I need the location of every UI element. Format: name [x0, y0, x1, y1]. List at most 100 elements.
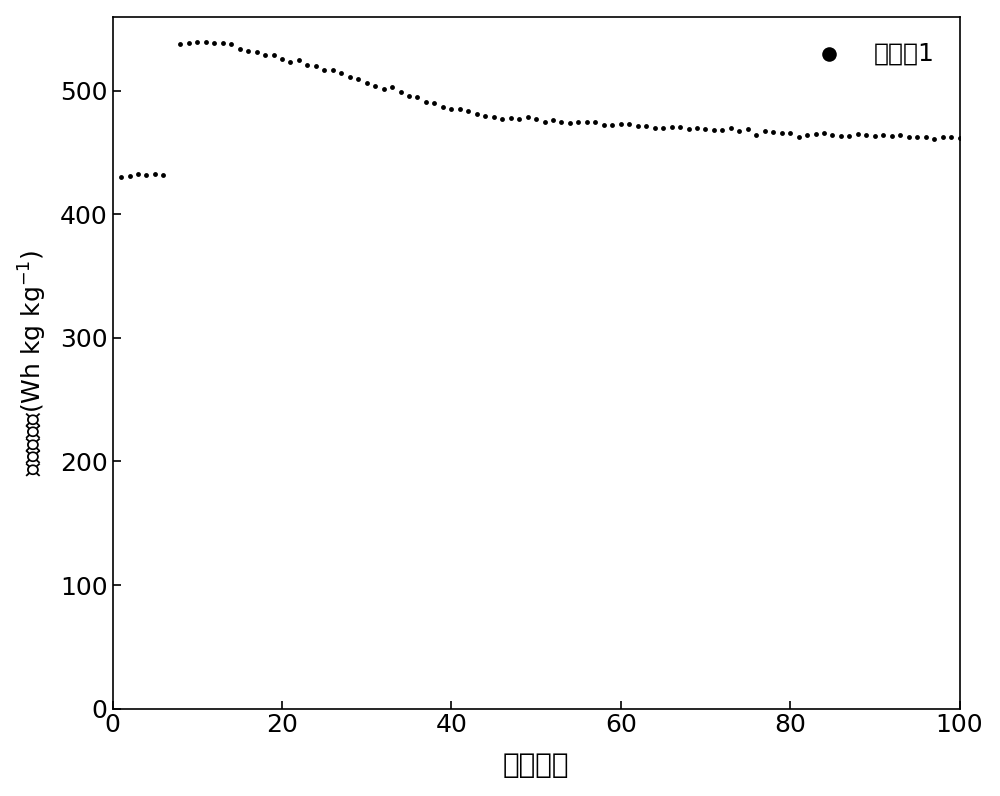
应用例1 [172, 38, 188, 51]
应用例1 [638, 119, 654, 132]
应用例1 [579, 115, 595, 128]
应用例1 [621, 118, 637, 131]
应用例1 [367, 80, 383, 92]
应用例1 [359, 76, 375, 89]
应用例1 [613, 118, 629, 131]
应用例1 [282, 55, 298, 68]
应用例1 [266, 49, 282, 61]
应用例1 [748, 128, 764, 141]
应用例1 [384, 81, 400, 94]
应用例1 [452, 103, 468, 115]
应用例1 [757, 124, 773, 137]
Point [147, 167, 163, 180]
应用例1 [858, 129, 874, 142]
应用例1 [409, 90, 425, 103]
应用例1 [570, 115, 586, 128]
应用例1 [706, 124, 722, 137]
应用例1 [875, 129, 891, 142]
应用例1 [926, 133, 942, 146]
应用例1 [291, 54, 307, 67]
应用例1 [935, 131, 951, 143]
应用例1 [824, 129, 840, 142]
应用例1 [469, 107, 485, 120]
应用例1 [841, 130, 857, 142]
应用例1 [401, 90, 417, 103]
应用例1 [418, 96, 434, 108]
应用例1 [223, 38, 239, 51]
应用例1 [435, 100, 451, 113]
应用例1 [850, 128, 866, 141]
应用例1 [740, 123, 756, 135]
应用例1 [901, 131, 917, 144]
应用例1 [952, 131, 968, 144]
应用例1 [630, 119, 646, 132]
应用例1 [393, 86, 409, 99]
应用例1 [503, 112, 519, 125]
应用例1 [257, 49, 273, 61]
应用例1 [782, 127, 798, 139]
Y-axis label: 电池比能量(Wh kg kg$^{-1}$): 电池比能量(Wh kg kg$^{-1}$) [17, 249, 49, 476]
应用例1 [943, 131, 959, 143]
应用例1 [215, 37, 231, 49]
应用例1 [181, 37, 197, 49]
应用例1 [477, 109, 493, 122]
应用例1 [528, 112, 544, 125]
应用例1 [460, 104, 476, 117]
应用例1 [867, 130, 883, 142]
应用例1 [816, 127, 832, 139]
应用例1 [206, 37, 222, 49]
应用例1 [655, 122, 671, 135]
应用例1 [604, 118, 620, 131]
应用例1 [562, 116, 578, 129]
应用例1 [553, 115, 569, 128]
应用例1 [681, 123, 697, 135]
Point [130, 168, 146, 181]
应用例1 [884, 130, 900, 142]
应用例1 [376, 83, 392, 96]
应用例1 [240, 45, 256, 57]
Point [113, 170, 129, 183]
应用例1 [443, 102, 459, 115]
应用例1 [714, 123, 730, 136]
应用例1 [232, 43, 248, 56]
应用例1 [308, 60, 324, 72]
应用例1 [325, 64, 341, 77]
应用例1 [249, 45, 265, 58]
应用例1 [596, 119, 612, 131]
应用例1 [799, 128, 815, 141]
Legend: 应用例1: 应用例1 [791, 29, 947, 78]
应用例1 [494, 112, 510, 125]
X-axis label: 循环次数: 循环次数 [503, 751, 569, 779]
应用例1 [350, 72, 366, 85]
应用例1 [697, 123, 713, 135]
应用例1 [537, 115, 553, 128]
应用例1 [664, 120, 680, 133]
应用例1 [689, 121, 705, 134]
Point [155, 169, 171, 181]
应用例1 [426, 96, 442, 109]
Point [138, 169, 154, 181]
应用例1 [520, 111, 536, 123]
应用例1 [909, 131, 925, 143]
应用例1 [299, 58, 315, 71]
应用例1 [342, 71, 358, 84]
应用例1 [833, 130, 849, 142]
应用例1 [731, 124, 747, 137]
应用例1 [189, 36, 205, 49]
应用例1 [774, 127, 790, 139]
应用例1 [274, 53, 290, 65]
应用例1 [587, 116, 603, 129]
应用例1 [918, 131, 934, 144]
应用例1 [808, 127, 824, 140]
应用例1 [892, 129, 908, 142]
应用例1 [333, 66, 349, 79]
应用例1 [765, 126, 781, 139]
应用例1 [647, 121, 663, 134]
Point [122, 170, 138, 182]
应用例1 [198, 36, 214, 49]
应用例1 [791, 130, 807, 142]
应用例1 [723, 122, 739, 135]
应用例1 [672, 120, 688, 133]
应用例1 [486, 110, 502, 123]
应用例1 [545, 114, 561, 127]
